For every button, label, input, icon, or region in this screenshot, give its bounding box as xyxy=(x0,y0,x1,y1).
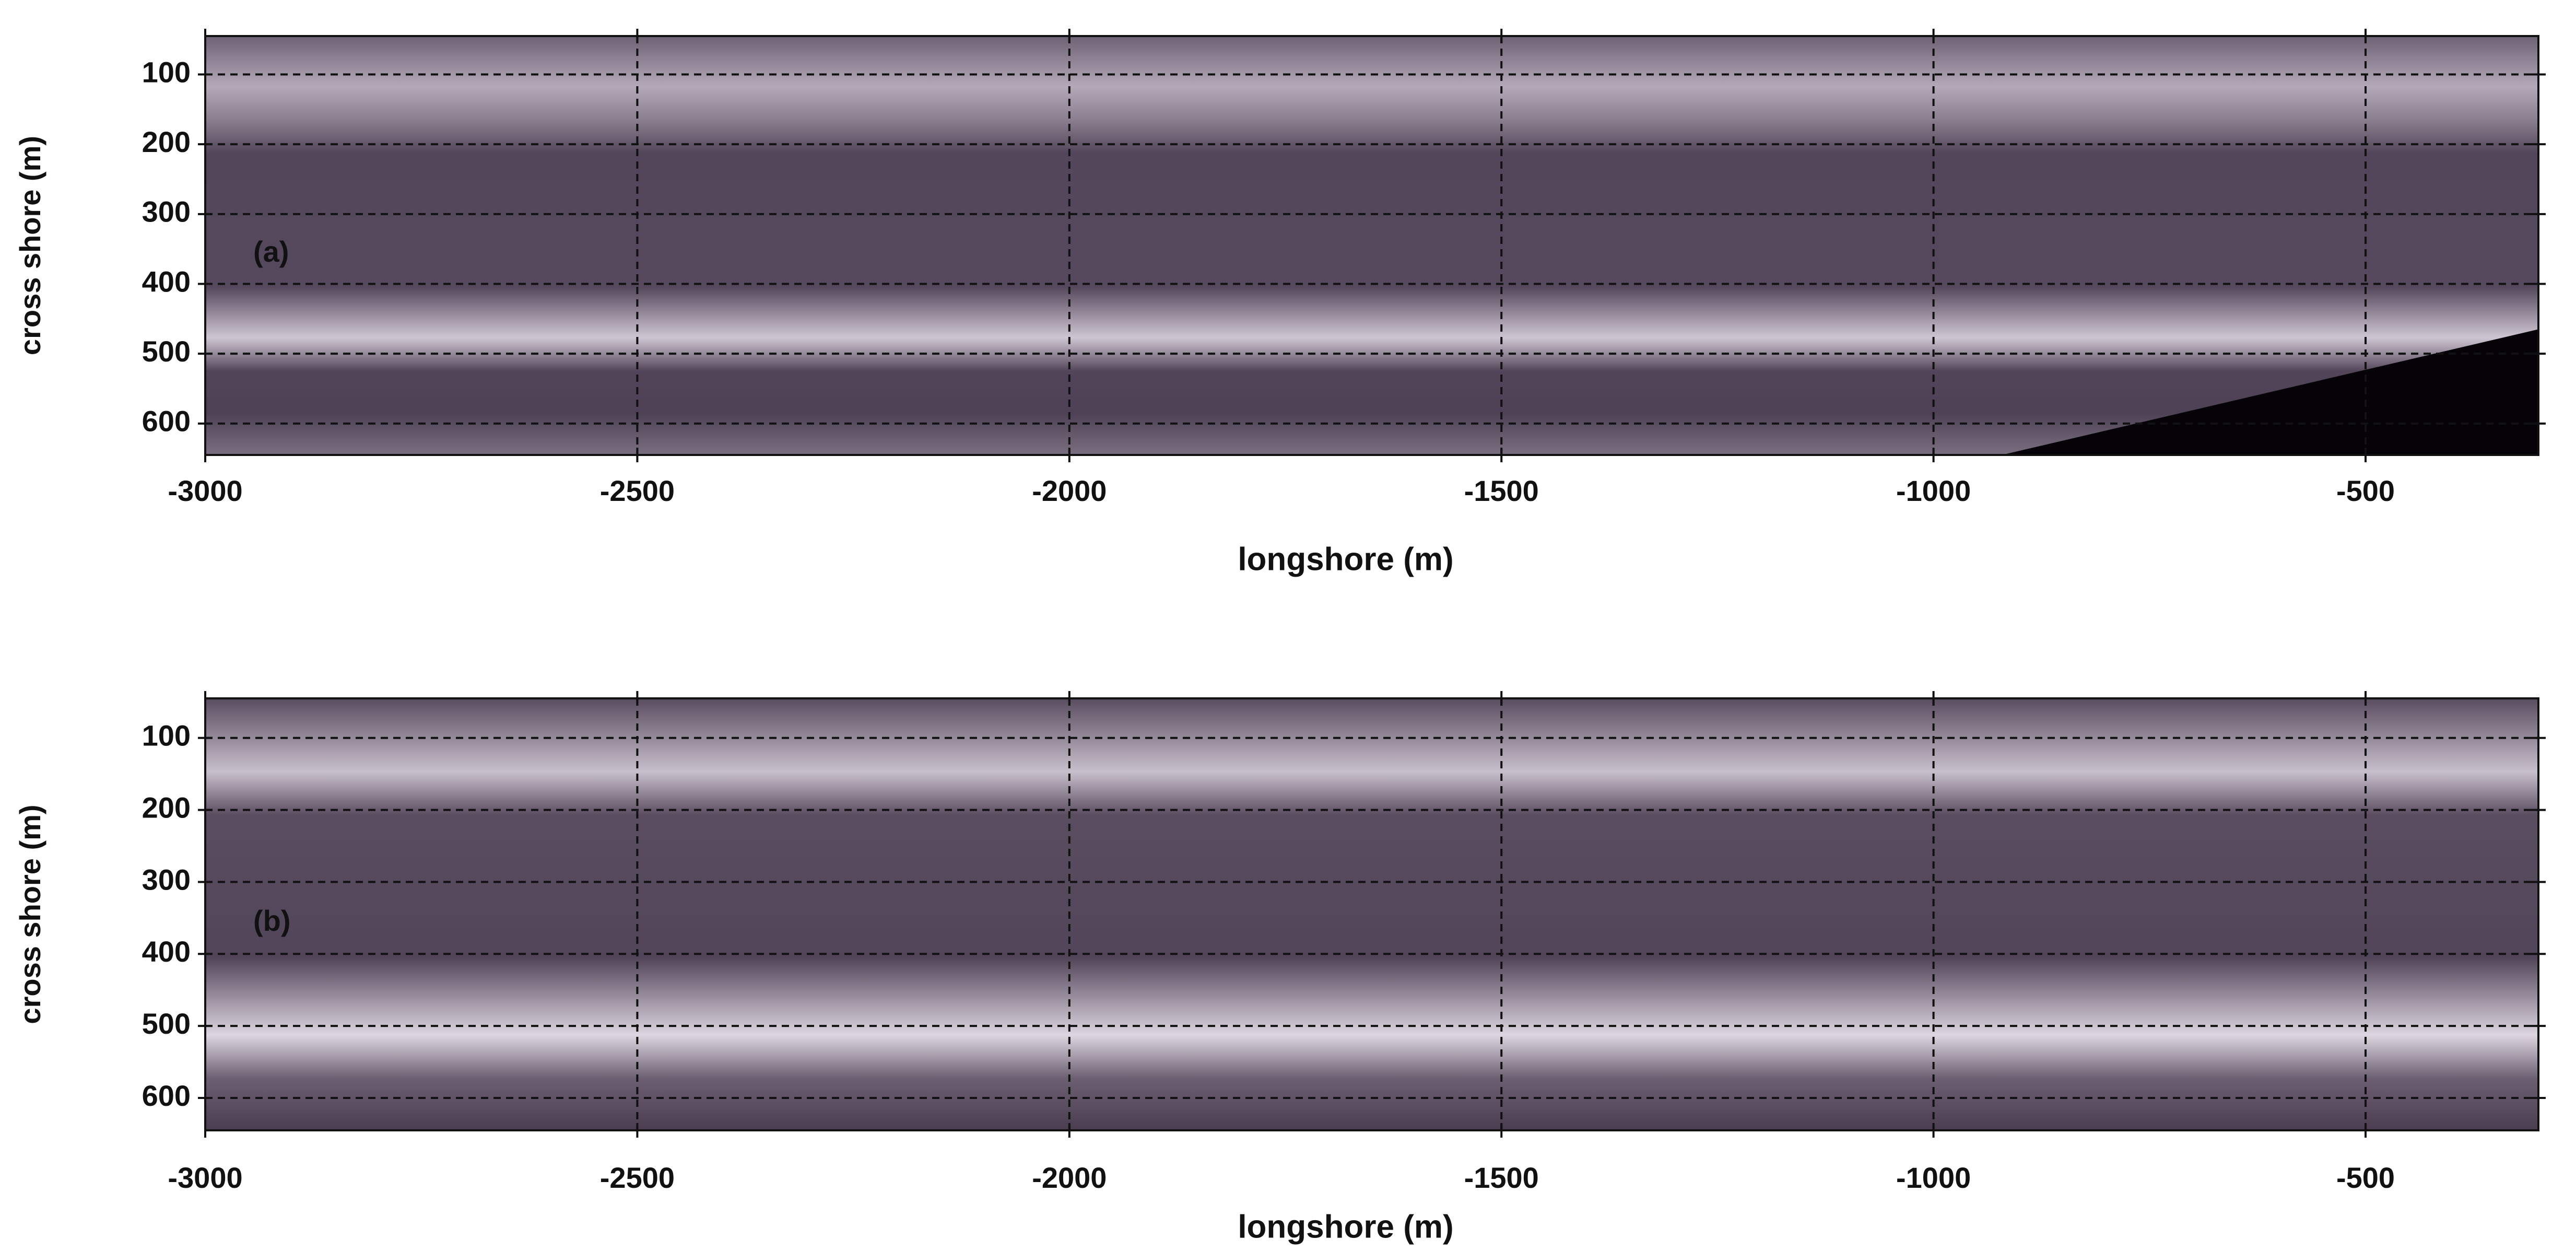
x-tick-label: -3000 xyxy=(168,474,242,507)
y-tick-label: 100 xyxy=(142,719,191,752)
x-tick-label: -500 xyxy=(2336,474,2395,507)
panels: -3000 -2500 -2000 -1500 -1000 -500 100 200 300 40… xyxy=(14,29,2546,1245)
heatmap-field xyxy=(205,36,2538,455)
y-tick-label: 600 xyxy=(142,1079,191,1112)
x-tick-label: -1500 xyxy=(1464,474,1539,507)
x-tick-label: -1500 xyxy=(1464,1161,1539,1194)
x-tick-label: -2000 xyxy=(1032,474,1107,507)
panel: -3000 -2500 -2000 -1500 -1000 -500 100 200 300 40… xyxy=(14,29,2546,577)
y-axis-label: cross shore (m) xyxy=(14,136,46,355)
y-tick-label: 400 xyxy=(142,935,191,968)
x-tick-label: -500 xyxy=(2336,1161,2395,1194)
y-tick-label: 500 xyxy=(142,335,191,368)
x-tick-label: -2000 xyxy=(1032,1161,1107,1194)
x-axis-label: longshore (m) xyxy=(1238,541,1453,577)
y-tick-label: 200 xyxy=(142,791,191,824)
y-tick-label: 600 xyxy=(142,405,191,438)
panel: -3000 -2500 -2000 -1500 -1000 -500 100 200 300 40… xyxy=(14,691,2546,1245)
heatmap-field xyxy=(205,698,2538,1130)
panel-label: (b) xyxy=(253,904,291,937)
y-tick-label: 100 xyxy=(142,55,191,88)
x-tick-label: -1000 xyxy=(1896,1161,1971,1194)
panel-label: (a) xyxy=(253,235,289,268)
x-tick-label: -1000 xyxy=(1896,474,1971,507)
y-tick-label: 300 xyxy=(142,863,191,896)
y-tick-label: 400 xyxy=(142,265,191,298)
x-tick-label: -2500 xyxy=(600,1161,675,1194)
y-axis-label: cross shore (m) xyxy=(14,804,46,1024)
x-axis-label: longshore (m) xyxy=(1238,1209,1453,1245)
y-tick-label: 300 xyxy=(142,195,191,228)
plot-frame xyxy=(204,35,2539,456)
y-tick-label: 200 xyxy=(142,125,191,158)
x-tick-label: -2500 xyxy=(600,474,675,507)
x-tick-label: -3000 xyxy=(168,1161,242,1194)
y-tick-label: 500 xyxy=(142,1007,191,1040)
